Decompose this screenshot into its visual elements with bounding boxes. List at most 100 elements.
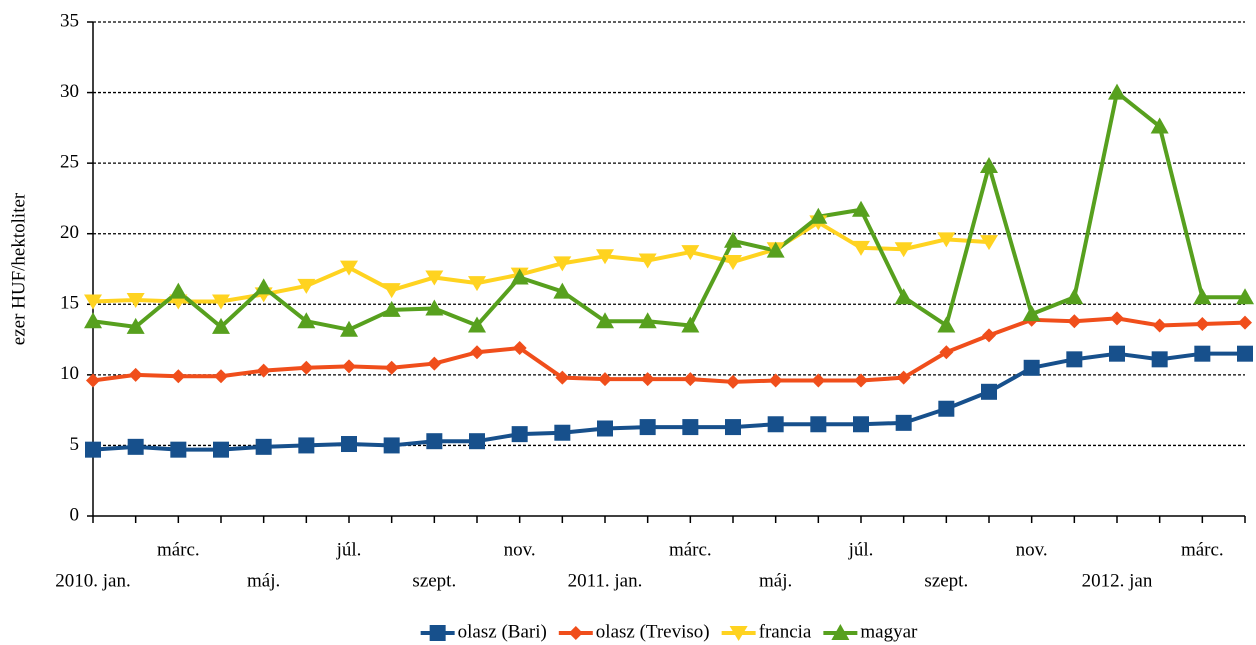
legend-marker xyxy=(568,626,583,640)
marker xyxy=(128,367,143,382)
series-line xyxy=(92,316,1246,384)
marker xyxy=(342,359,356,374)
y-tick-label: 0 xyxy=(70,504,80,525)
marker xyxy=(724,231,742,248)
x-tick-label: 2012. jan xyxy=(1082,570,1153,591)
marker xyxy=(255,438,272,455)
legend-marker xyxy=(729,626,748,641)
marker xyxy=(1151,351,1168,368)
legend-marker xyxy=(429,625,446,641)
marker xyxy=(297,278,316,294)
x-tick-label: júl. xyxy=(336,539,362,560)
marker xyxy=(510,268,529,285)
x-tick-label: nov. xyxy=(504,539,536,560)
y-axis-label: ezer HUF/hektoliter xyxy=(8,192,29,345)
marker xyxy=(1152,318,1167,333)
marker xyxy=(682,419,699,436)
marker xyxy=(639,419,656,436)
marker xyxy=(297,312,316,329)
x-tick-label: szept. xyxy=(924,570,968,591)
marker xyxy=(725,419,741,436)
y-tick-label: 30 xyxy=(60,81,79,102)
marker xyxy=(554,424,571,441)
marker xyxy=(468,276,486,292)
marker xyxy=(810,416,827,433)
marker xyxy=(86,373,100,388)
marker xyxy=(1108,83,1126,100)
marker xyxy=(683,372,698,387)
x-tick-label: nov. xyxy=(1016,539,1048,560)
marker xyxy=(298,437,315,454)
marker xyxy=(84,294,102,310)
marker xyxy=(170,441,187,458)
marker xyxy=(766,241,785,258)
marker xyxy=(127,438,144,455)
y-tick-label: 35 xyxy=(60,10,79,31)
marker xyxy=(512,341,527,356)
marker xyxy=(212,294,230,310)
legend-marker xyxy=(831,624,850,640)
marker xyxy=(895,414,912,431)
marker xyxy=(1110,311,1124,326)
marker xyxy=(254,278,273,295)
legend-label: olasz (Treviso) xyxy=(596,621,710,642)
marker xyxy=(1236,288,1254,305)
y-tick-label: 15 xyxy=(60,293,79,314)
x-tick-label: máj. xyxy=(759,570,792,591)
marker xyxy=(1194,345,1211,362)
marker xyxy=(597,420,613,437)
marker xyxy=(852,240,870,256)
marker xyxy=(1065,288,1084,305)
marker xyxy=(470,345,484,360)
marker xyxy=(383,437,400,454)
marker xyxy=(767,416,784,433)
marker xyxy=(214,369,228,384)
marker xyxy=(640,372,655,387)
marker xyxy=(853,416,869,433)
marker xyxy=(1237,345,1253,362)
marker xyxy=(553,256,572,272)
marker xyxy=(638,253,657,269)
marker xyxy=(980,156,998,173)
marker xyxy=(938,400,955,417)
marker xyxy=(724,254,742,270)
marker xyxy=(382,300,401,317)
marker xyxy=(84,312,102,329)
series-line xyxy=(92,90,1245,332)
marker xyxy=(1150,117,1169,134)
y-tick-label: 10 xyxy=(60,363,79,384)
y-tick-label: 20 xyxy=(60,222,79,243)
marker xyxy=(1109,345,1125,362)
marker xyxy=(638,312,657,329)
marker xyxy=(1022,305,1041,322)
marker xyxy=(981,383,997,400)
marker xyxy=(1023,359,1040,376)
marker xyxy=(425,270,444,286)
marker xyxy=(894,242,913,258)
marker xyxy=(809,207,828,224)
marker xyxy=(341,436,357,453)
marker xyxy=(169,282,188,299)
marker xyxy=(511,426,528,443)
marker xyxy=(811,373,826,388)
marker xyxy=(726,374,740,389)
marker xyxy=(854,373,868,388)
marker xyxy=(1067,314,1082,329)
x-tick-label: máj. xyxy=(247,570,280,591)
marker xyxy=(469,433,485,450)
marker xyxy=(1066,351,1083,368)
marker xyxy=(852,200,870,217)
marker xyxy=(299,360,314,375)
marker xyxy=(1195,317,1210,332)
x-tick-label: márc. xyxy=(157,539,200,560)
x-tick-label: 2011. jan. xyxy=(568,570,643,591)
marker xyxy=(555,370,570,385)
marker xyxy=(340,320,358,337)
marker xyxy=(212,317,230,334)
marker xyxy=(681,316,700,333)
legend: olasz (Bari) olasz (Treviso) francia magyar xyxy=(420,621,918,642)
y-tick-label: 25 xyxy=(60,152,79,173)
legend-label: olasz (Bari) xyxy=(458,621,547,642)
x-tick-label: júl. xyxy=(848,539,874,560)
marker xyxy=(340,260,358,276)
